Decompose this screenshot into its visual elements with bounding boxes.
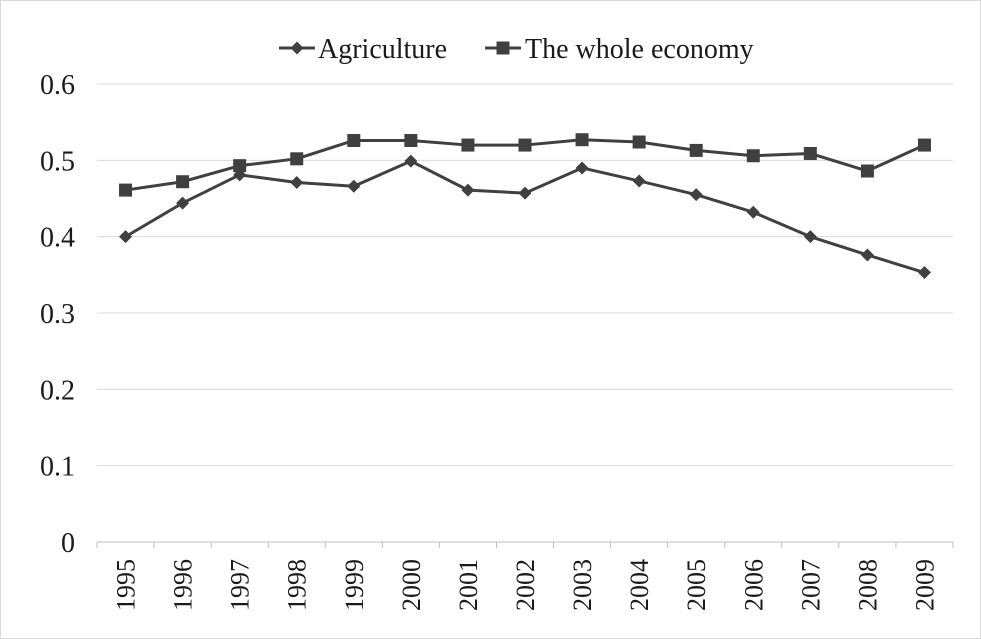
legend-item: Agriculture [279, 34, 447, 65]
y-tick-label: 0.1 [40, 452, 75, 483]
data-point [632, 174, 646, 188]
legend-label: Agriculture [318, 34, 447, 65]
data-point [404, 154, 418, 168]
x-tick-label: 1996 [169, 559, 198, 611]
x-tick-label: 1999 [340, 559, 369, 611]
x-tick-label: 2008 [853, 559, 882, 611]
series-agriculture [119, 154, 931, 280]
x-tick-label: 2005 [682, 559, 711, 611]
y-axis-ticks: 0 0.1 0.2 0.3 0.4 0.5 0.6 [40, 70, 75, 559]
x-tick-label: 2003 [568, 559, 597, 611]
legend-diamond-marker [290, 41, 304, 55]
data-point [176, 175, 190, 189]
x-tick-label: 2000 [397, 559, 426, 611]
x-tick-label: 2002 [511, 559, 540, 611]
legend-item: The whole economy [485, 34, 754, 65]
data-point [575, 161, 589, 175]
data-point [290, 175, 304, 189]
y-tick-label: 0 [61, 528, 75, 559]
x-tick-label: 1998 [283, 559, 312, 611]
data-point [233, 159, 247, 173]
data-point [746, 149, 760, 163]
data-point [632, 135, 646, 149]
y-tick-label: 0.3 [40, 299, 75, 330]
data-point [860, 164, 874, 178]
data-point [575, 133, 589, 147]
series-line [124, 159, 925, 274]
data-point [518, 186, 532, 200]
data-point [404, 133, 418, 147]
data-point [119, 230, 133, 244]
data-point [803, 230, 817, 244]
data-point [689, 143, 703, 157]
y-tick-label: 0.2 [40, 375, 75, 406]
data-point [518, 138, 532, 152]
data-point [176, 196, 190, 210]
data-point [119, 183, 133, 197]
data-point [917, 138, 931, 152]
y-tick-label: 0.5 [40, 146, 75, 177]
data-point [347, 133, 361, 147]
data-point [347, 179, 361, 193]
data-point [917, 266, 931, 280]
x-tick-label: 2001 [454, 559, 483, 611]
data-point [860, 248, 874, 262]
x-tick-label: 2007 [796, 559, 825, 611]
x-tick-label: 2004 [625, 559, 654, 611]
x-tick-label: 1997 [226, 559, 255, 611]
data-point [461, 183, 475, 197]
y-tick-label: 0.6 [40, 70, 75, 101]
series-layer [119, 133, 931, 280]
x-tick-label: 1995 [112, 559, 141, 611]
data-point [689, 188, 703, 202]
data-point [803, 146, 817, 160]
x-tick-label: 2009 [910, 559, 939, 611]
data-point [290, 152, 304, 166]
legend: Agriculture The whole economy [279, 34, 754, 65]
data-point [461, 138, 475, 152]
x-tick-label: 2006 [739, 559, 768, 611]
y-tick-label: 0.4 [40, 223, 75, 254]
series-whole-economy [119, 133, 931, 197]
legend-square-marker [496, 41, 510, 55]
legend-label: The whole economy [525, 34, 754, 65]
x-axis: 1995 1996 1997 1998 1999 2000 2001 2002 2003 2004… [96, 541, 954, 611]
data-point [746, 205, 760, 219]
